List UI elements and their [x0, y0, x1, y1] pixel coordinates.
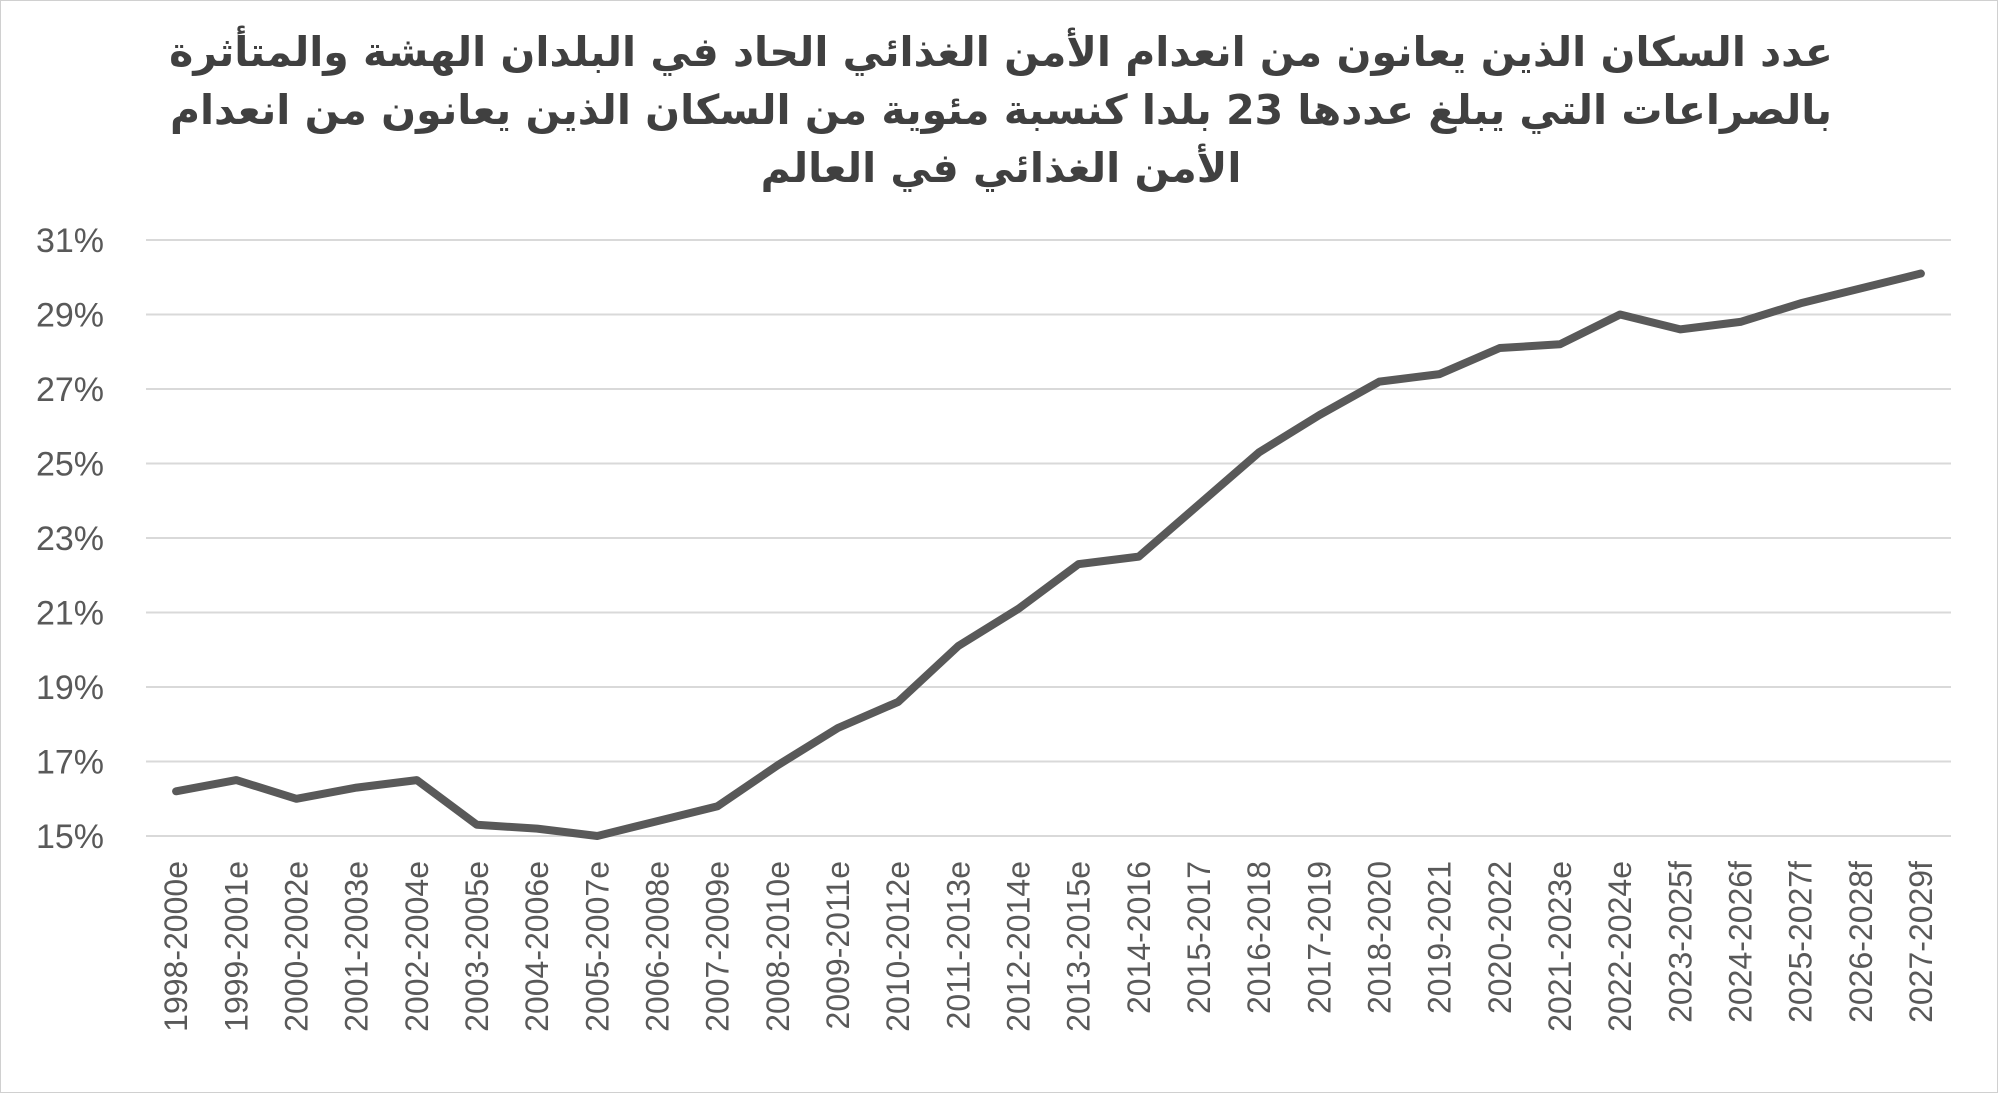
x-tick-label: 2004-2006e: [519, 861, 555, 1032]
x-tick-label: 2003-2005e: [459, 861, 495, 1032]
data-point: [1857, 284, 1865, 292]
data-point: [533, 825, 541, 833]
y-tick-label: 29%: [36, 297, 104, 335]
y-tick-label: 25%: [36, 446, 104, 484]
y-tick-label: 15%: [36, 818, 104, 856]
data-point: [1676, 325, 1684, 333]
y-tick-label: 23%: [36, 520, 104, 558]
x-tick-label: 2015-2017: [1181, 861, 1217, 1014]
data-point: [1736, 318, 1744, 326]
x-tick-label: 2022-2024e: [1602, 861, 1638, 1032]
x-tick-label: 2000-2002e: [278, 861, 314, 1032]
x-tick-label: 2017-2019: [1301, 861, 1337, 1014]
x-tick-label: 2001-2003e: [339, 861, 375, 1032]
x-tick-label: 2005-2007e: [579, 861, 615, 1032]
data-point: [1496, 344, 1504, 352]
data-point: [653, 817, 661, 825]
x-tick-label: 2010-2012e: [880, 861, 916, 1032]
data-point: [894, 698, 902, 706]
data-point: [1556, 340, 1564, 348]
x-tick-label: 2025-2027f: [1783, 861, 1819, 1023]
data-point: [1315, 411, 1323, 419]
x-tick-label: 2007-2009e: [700, 861, 736, 1032]
data-point: [774, 761, 782, 769]
x-tick-label: 2026-2028f: [1843, 861, 1879, 1023]
y-tick-label: 31%: [36, 222, 104, 260]
data-point: [954, 642, 962, 650]
data-point: [1135, 553, 1143, 561]
data-point: [1375, 378, 1383, 386]
x-tick-label: 2009-2011e: [820, 861, 856, 1029]
x-tick-label: 2021-2023e: [1542, 861, 1578, 1032]
x-tick-label: 2018-2020: [1361, 861, 1397, 1014]
y-tick-label: 19%: [36, 669, 104, 707]
x-tick-label: 2016-2018: [1241, 861, 1277, 1014]
data-point: [353, 784, 361, 792]
data-point: [232, 776, 240, 784]
data-point: [1616, 311, 1624, 318]
x-tick-label: 2019-2021: [1422, 861, 1458, 1014]
data-point: [1436, 370, 1444, 378]
data-point: [1917, 270, 1925, 278]
y-tick-label: 17%: [36, 744, 104, 782]
data-point: [1797, 299, 1805, 307]
y-tick-label: 27%: [36, 371, 104, 409]
series-line: [172, 269, 1925, 840]
data-point: [1075, 560, 1083, 568]
data-point: [292, 795, 300, 803]
data-point: [172, 787, 180, 795]
x-tick-label: 2012-2014e: [1000, 861, 1036, 1032]
x-tick-label: 2014-2016: [1121, 861, 1157, 1014]
x-tick-label: 2020-2022: [1482, 861, 1518, 1014]
x-tick-label: 2002-2004e: [399, 861, 435, 1032]
x-tick-label: 2023-2025f: [1662, 861, 1698, 1023]
chart-title: عدد السكان الذين يعانون من انعدام الأمن …: [169, 28, 1833, 192]
x-tick-label: 2006-2008e: [639, 861, 675, 1032]
data-point: [1014, 605, 1022, 613]
data-point: [413, 776, 421, 784]
data-point: [1195, 500, 1203, 508]
data-point: [714, 802, 722, 810]
data-point: [1255, 448, 1263, 456]
x-tick-label: 1998-2000e: [158, 861, 194, 1032]
data-point: [834, 724, 842, 732]
data-point: [473, 821, 481, 829]
x-tick-label: 2008-2010e: [760, 861, 796, 1032]
x-tick-label: 2011-2013e: [940, 861, 976, 1029]
y-tick-label: 21%: [36, 595, 104, 633]
x-tick-label: 2024-2026f: [1722, 861, 1758, 1023]
data-point: [593, 832, 601, 840]
x-tick-label: 1999-2001e: [218, 861, 254, 1032]
x-tick-label: 2027-2029f: [1903, 861, 1939, 1023]
x-tick-label: 2013-2015e: [1061, 861, 1097, 1032]
